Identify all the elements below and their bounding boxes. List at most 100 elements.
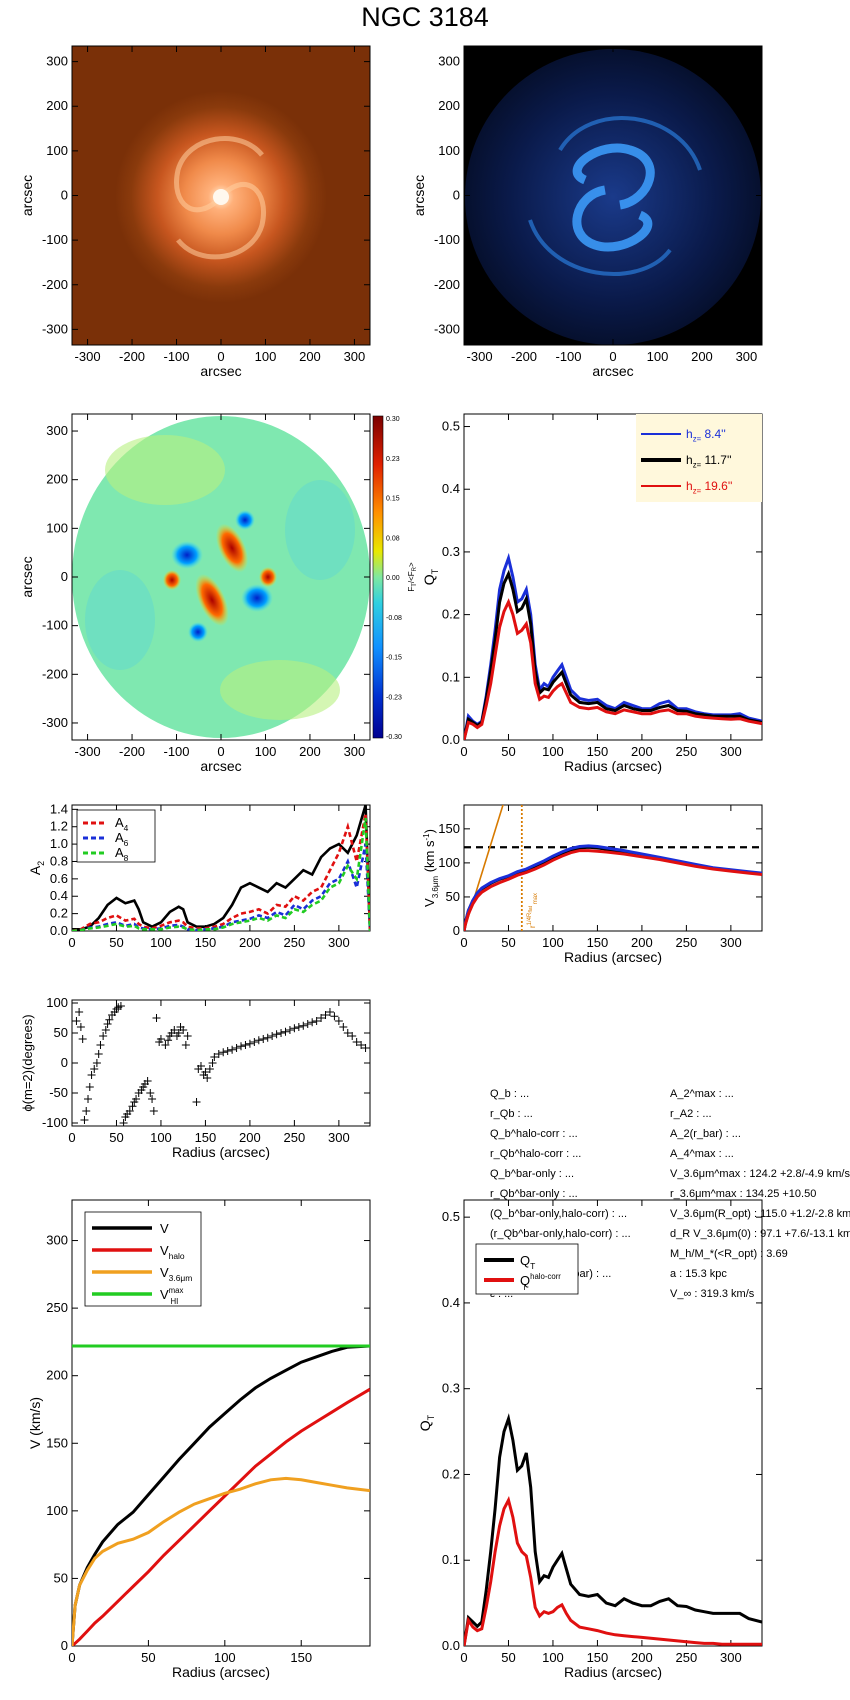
x-tick-label: 0 xyxy=(68,935,75,950)
colorbar-tick-label: 0.23 xyxy=(386,456,400,463)
force-map-positive-lobe xyxy=(259,567,277,587)
y-tick-label: 0.4 xyxy=(50,888,68,903)
y-tick-label: 0.1 xyxy=(442,1552,460,1567)
phase-point xyxy=(201,1068,210,1076)
y-tick-label: 0 xyxy=(61,1055,68,1070)
parameter-left-3: r_Qb^halo-corr : ... xyxy=(490,1148,582,1160)
phase-point xyxy=(143,1077,152,1085)
y-tick-label: -50 xyxy=(49,1085,68,1100)
y-tick-label: 1.2 xyxy=(50,819,68,834)
x-tick-label: -100 xyxy=(556,349,582,364)
legend-label: V3.6μm xyxy=(160,1265,192,1283)
series-line xyxy=(72,1476,370,1646)
plot-area xyxy=(72,1344,370,1646)
phase-point xyxy=(290,1024,299,1033)
residual-outer-arm xyxy=(528,219,672,276)
y-tick-label: 0.3 xyxy=(442,544,460,559)
legend-label: hz= 19.6'' xyxy=(686,479,732,496)
phase-point xyxy=(317,1014,326,1022)
series-line xyxy=(464,849,762,931)
parameter-left-1: r_Qb : ... xyxy=(490,1108,533,1120)
colorbar-tick-label: 0.08 xyxy=(386,535,400,542)
y-tick-label: 100 xyxy=(438,143,460,158)
y-tick-label: -200 xyxy=(42,666,68,681)
residual-image-panel: -300 -200 -100 0 100 200 300 -300 -200 -100 0 100 20… xyxy=(411,45,763,379)
phase-plot xyxy=(72,1002,370,1126)
qt-halo-ylabel: QT xyxy=(417,1414,436,1431)
phase-point xyxy=(352,1038,361,1046)
parameter-right-6: V_3.6μm(R_opt) : 115.0 +1.2/-2.8 km/s xyxy=(670,1208,850,1220)
parameter-left-4: Q_b^bar-only : ... xyxy=(490,1168,575,1180)
y-tick-label: -300 xyxy=(434,321,460,336)
x-tick-label: -300 xyxy=(75,349,101,364)
force-map-positive-lobe xyxy=(163,570,181,590)
phase-point xyxy=(210,1053,219,1061)
legend-label: A8 xyxy=(115,845,129,863)
y-tick-label: 100 xyxy=(46,1503,68,1518)
force-map-feature xyxy=(220,660,340,720)
phase-point xyxy=(214,1050,223,1058)
phase-point xyxy=(321,1011,330,1019)
y-tick-label: 0.0 xyxy=(442,732,460,747)
x-axis-label: arcsec xyxy=(200,363,241,379)
qt-halo-panel: 0 50 100 150 200 250 300 0.0 0.1 0.2 0.3 0.4 0.5 Radi… xyxy=(417,1199,763,1680)
y-tick-label: 200 xyxy=(46,1368,68,1383)
legend-label: Qhalo-corr T xyxy=(520,1272,561,1292)
parameter-right-1: r_A2 : ... xyxy=(670,1108,712,1120)
x-tick-label: -100 xyxy=(164,349,190,364)
phase-point xyxy=(125,1107,134,1115)
x-axis-label: Radius (arcsec) xyxy=(564,758,662,774)
x-tick-label: 200 xyxy=(631,935,653,950)
y-tick-label: -100 xyxy=(42,232,68,247)
plot-area xyxy=(464,805,762,931)
x-tick-label: 0 xyxy=(609,349,616,364)
force-map-feature xyxy=(85,570,155,670)
x-tick-label: 300 xyxy=(736,349,758,364)
phase-point xyxy=(343,1029,352,1037)
phase-point xyxy=(299,1021,308,1030)
series-line xyxy=(464,1496,762,1646)
x-tick-label: 150 xyxy=(195,1130,217,1145)
x-tick-label: 200 xyxy=(239,935,261,950)
phase-point xyxy=(219,1048,228,1057)
residual-arm xyxy=(572,143,655,210)
phase-point xyxy=(294,1023,303,1031)
rotation36-plot xyxy=(464,805,762,931)
colorbar-tick-label: 0.15 xyxy=(386,496,400,503)
legend-label: A4 xyxy=(115,815,129,833)
series-line xyxy=(72,1387,370,1646)
fourier-ylabel: A2 xyxy=(27,861,46,875)
x-axis-label: arcsec xyxy=(592,363,633,379)
fourier-panel: 0 50 100 150 200 250 300 0.0 0.2 0.4 0.6 0.8 1.0 1.2 1… xyxy=(27,801,371,950)
y-tick-label: 0.0 xyxy=(50,923,68,938)
phase-point xyxy=(241,1041,250,1049)
phase-point xyxy=(339,1023,348,1031)
fourier-axes: 0 50 100 150 200 250 300 0.0 0.2 0.4 0.6 0.8 1.0 1.2 1… xyxy=(50,801,371,950)
axes-box xyxy=(71,804,371,932)
force-map-feature xyxy=(285,480,355,580)
phase-point xyxy=(237,1042,246,1051)
y-tick-label: -100 xyxy=(434,232,460,247)
series-line xyxy=(464,598,762,740)
colorbar-ticks: 0.30 0.23 0.15 0.08 0.00 -0.08 -0.15 -0.23 -0.30 xyxy=(386,416,402,741)
y-tick-label: 0.1 xyxy=(442,669,460,684)
phase-point xyxy=(228,1045,237,1054)
optical-spiral-arm xyxy=(174,136,264,213)
y-tick-label: 0.2 xyxy=(50,906,68,921)
y-tick-label: 0 xyxy=(453,188,460,203)
residual-image-axes: -300 -200 -100 0 100 200 300 -300 -200 -100 0 100 20… xyxy=(411,45,763,379)
x-tick-label: 300 xyxy=(344,744,366,759)
colorbar-tick-label: -0.23 xyxy=(386,694,402,701)
legend-label: Vhalo xyxy=(160,1243,185,1261)
parameter-right-2: A_2(r_bar) : ... xyxy=(670,1128,741,1140)
phase-point xyxy=(330,1012,339,1021)
series-line xyxy=(464,844,762,931)
colorbar xyxy=(372,415,384,739)
phase-point xyxy=(152,1014,161,1022)
y-tick-label: -200 xyxy=(434,277,460,292)
parameter-left-7: (r_Qb^bar-only,halo-corr) : ... xyxy=(490,1228,631,1240)
y-tick-label: 100 xyxy=(438,855,460,870)
x-tick-label: 200 xyxy=(299,744,321,759)
